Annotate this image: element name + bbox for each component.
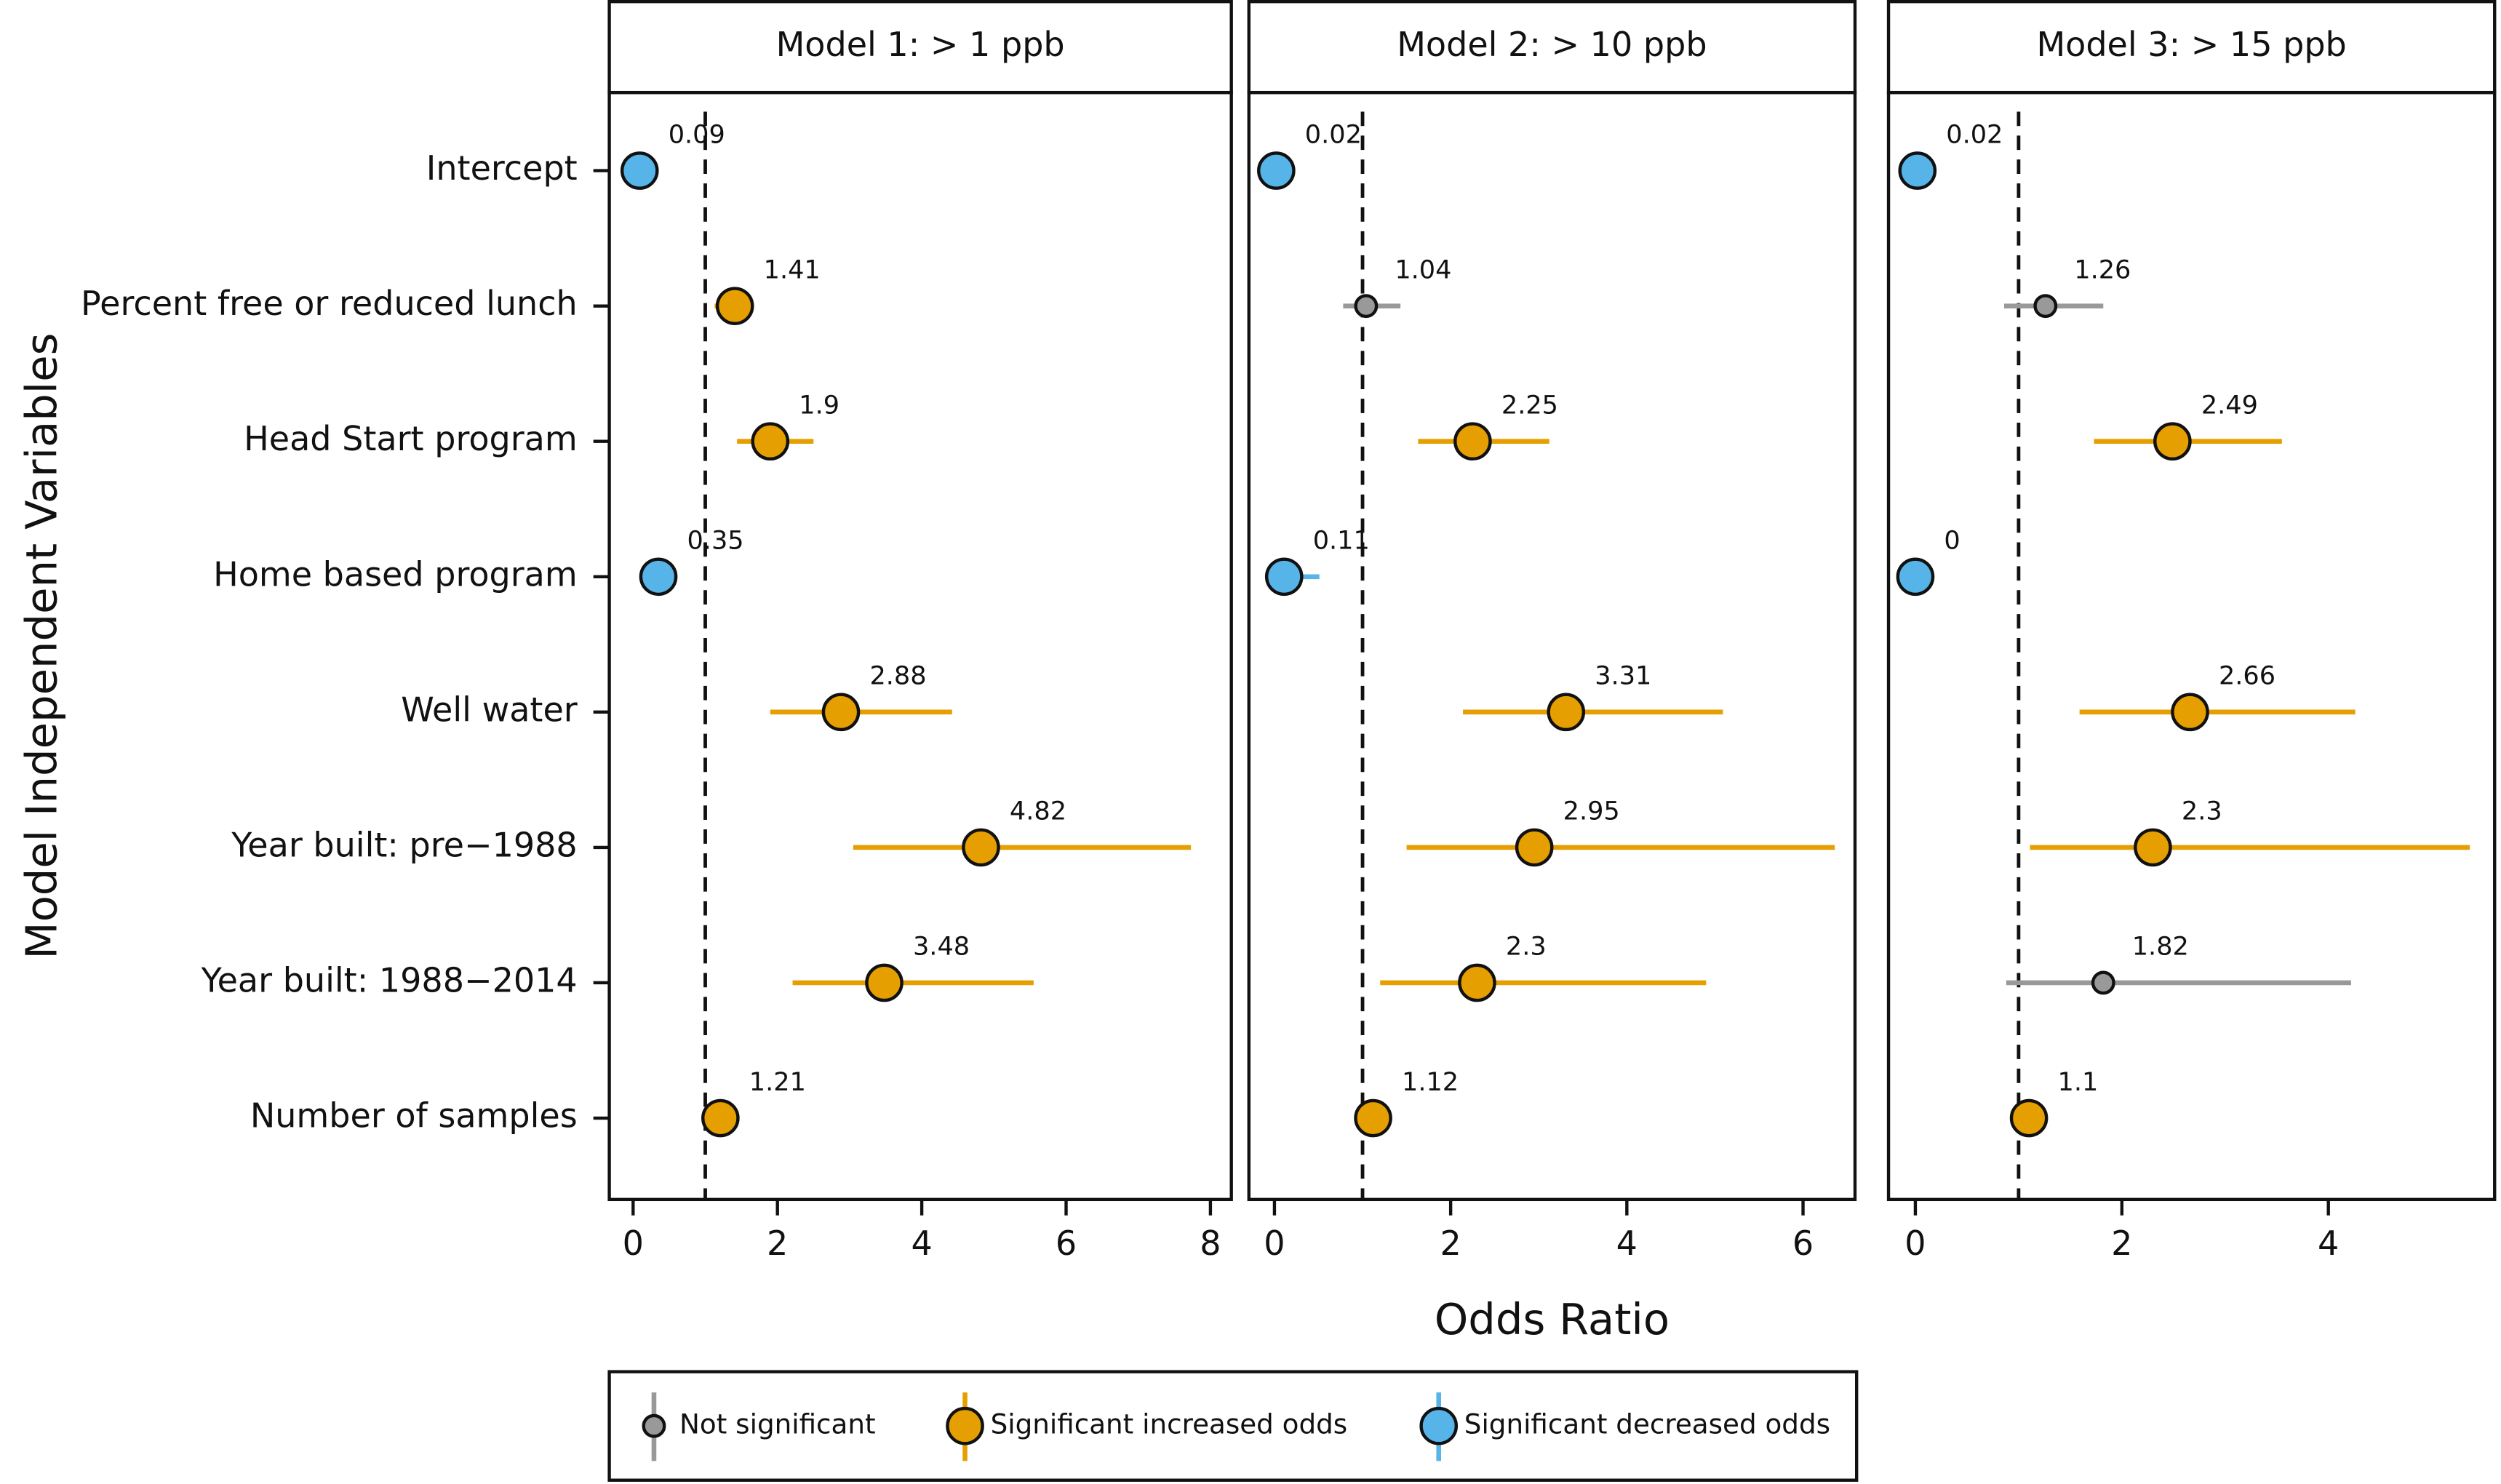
y-tick-label: Year built: 1988−2014 — [201, 960, 578, 1000]
legend-marker — [946, 1406, 984, 1445]
x-tick-label: 6 — [1792, 1224, 1814, 1263]
y-tick-label: Home based program — [213, 554, 578, 594]
panel-frame — [1247, 90, 1857, 1202]
value-label: 3.48 — [913, 932, 970, 962]
y-axis-label: Model Independent Variables — [17, 333, 67, 960]
point — [639, 557, 678, 597]
value-label: 1.41 — [764, 255, 821, 284]
panel-frame — [1886, 90, 2497, 1202]
point — [1354, 1098, 1392, 1138]
value-label: 2.95 — [1563, 797, 1620, 826]
x-tick-label: 4 — [2318, 1224, 2339, 1263]
value-label: 4.82 — [1010, 797, 1066, 826]
point — [620, 151, 659, 190]
legend-marker — [1419, 1406, 1459, 1445]
point — [701, 1098, 740, 1138]
point — [1453, 422, 1492, 461]
panel-header — [1886, 0, 2497, 95]
point — [1898, 151, 1937, 190]
x-tick-label: 0 — [1904, 1224, 1926, 1263]
x-tick-label: 0 — [623, 1224, 644, 1263]
point — [1515, 828, 1554, 867]
point — [1354, 294, 1379, 319]
point — [715, 287, 754, 325]
point — [1257, 151, 1296, 190]
panel-header — [1247, 0, 1857, 95]
value-label: 1.9 — [799, 390, 839, 420]
x-tick-label: 2 — [2111, 1224, 2132, 1263]
panel-frame — [607, 90, 1233, 1202]
point — [2009, 1098, 2049, 1138]
value-label: 0.09 — [669, 119, 725, 149]
panel-title: Model 2: > 10 ppb — [1397, 25, 1707, 64]
point — [2091, 970, 2115, 995]
legend-label: Significant decreased odds — [1464, 1408, 1830, 1440]
x-tick-label: 2 — [1440, 1224, 1461, 1263]
point — [2134, 828, 2172, 867]
point — [821, 693, 861, 732]
value-label: 2.66 — [2219, 661, 2275, 691]
point — [865, 963, 904, 1002]
value-label: 0.11 — [1313, 526, 1370, 556]
y-tick-label: Year built: pre−1988 — [231, 825, 577, 864]
y-tick-label: Number of samples — [250, 1096, 578, 1136]
value-label: 1.1 — [2058, 1067, 2099, 1097]
panel-title: Model 3: > 15 ppb — [2036, 25, 2346, 64]
x-tick-label: 2 — [767, 1224, 788, 1263]
legend-label: Significant increased odds — [991, 1408, 1348, 1440]
x-axis-label: Odds Ratio — [1435, 1294, 1670, 1344]
point — [2153, 422, 2192, 461]
value-label: 2.25 — [1501, 390, 1558, 420]
value-label: 2.3 — [2182, 797, 2222, 826]
point — [1547, 693, 1586, 732]
value-label: 2.88 — [869, 661, 926, 691]
value-label: 0.02 — [1305, 119, 1362, 149]
value-label: 2.3 — [1506, 932, 1547, 962]
legend-label: Not significant — [679, 1408, 876, 1440]
y-tick-label: Percent free or reduced lunch — [81, 284, 578, 323]
x-tick-label: 8 — [1200, 1224, 1221, 1263]
panel-title: Model 1: > 1 ppb — [776, 25, 1065, 64]
value-label: 1.21 — [749, 1067, 806, 1097]
value-label: 1.82 — [2132, 932, 2189, 962]
value-label: 1.04 — [1395, 255, 1451, 284]
legend-box — [607, 1370, 1859, 1482]
point — [962, 828, 1000, 867]
point — [1896, 557, 1935, 597]
point — [2033, 294, 2058, 319]
y-tick-label: Intercept — [426, 148, 578, 188]
point — [751, 422, 790, 461]
value-label: 0.02 — [1946, 119, 2003, 149]
value-label: 1.12 — [1402, 1067, 1459, 1097]
value-label: 0.35 — [687, 526, 743, 556]
x-tick-label: 6 — [1056, 1224, 1077, 1263]
x-tick-label: 0 — [1264, 1224, 1285, 1263]
y-tick-label: Head Start program — [244, 419, 578, 458]
value-label: 3.31 — [1595, 661, 1651, 691]
point — [1264, 557, 1304, 597]
value-label: 0 — [1944, 526, 1960, 556]
x-tick-label: 4 — [911, 1224, 932, 1263]
x-tick-label: 4 — [1616, 1224, 1638, 1263]
point — [2171, 693, 2209, 732]
value-label: 2.49 — [2201, 390, 2258, 420]
point — [1458, 963, 1496, 1002]
value-label: 1.26 — [2074, 255, 2131, 284]
legend-marker — [642, 1413, 666, 1438]
y-tick-label: Well water — [401, 690, 578, 729]
